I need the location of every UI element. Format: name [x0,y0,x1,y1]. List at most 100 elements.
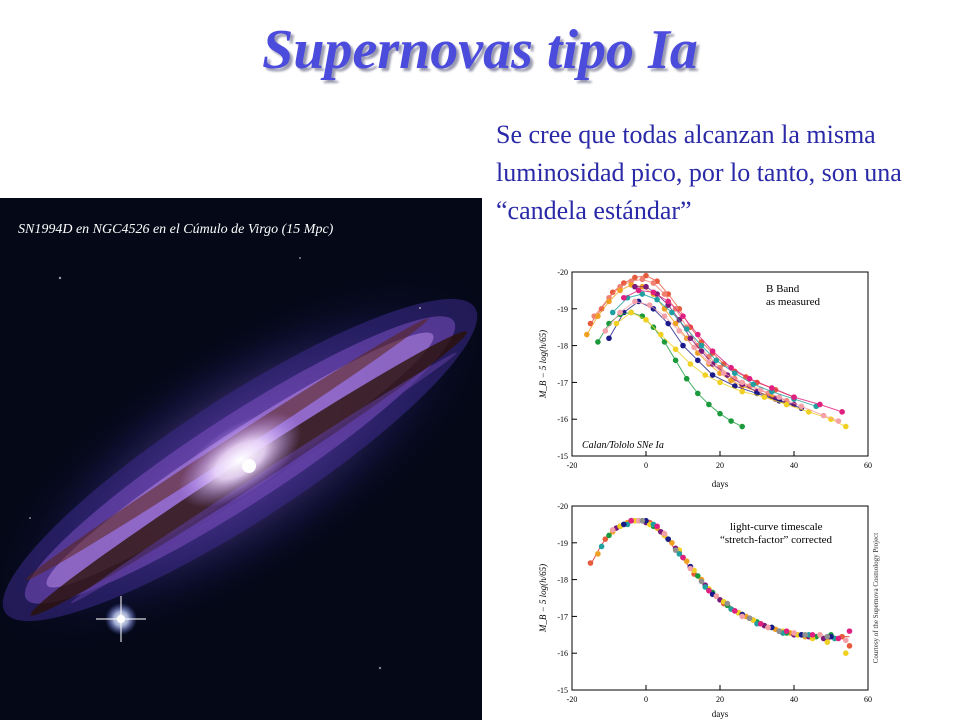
data-point [791,394,797,400]
data-point [728,377,734,384]
data-point [757,386,764,393]
data-point [698,348,705,354]
data-point [687,335,694,342]
data-point [606,335,612,342]
data-point [661,530,668,537]
data-point [602,328,609,334]
data-point [609,309,616,316]
credit-text: Courtesy of the Supernova Cosmology Proj… [872,533,880,664]
data-point [843,637,849,644]
plot-bottom-annotation-line1: light-curve timescale [730,521,823,533]
data-point [761,394,768,400]
x-tick-label: 0 [644,461,648,470]
data-point [728,418,734,424]
data-point [824,639,831,645]
data-point [680,554,686,561]
y-tick-label: -15 [557,452,568,461]
data-point [791,630,797,636]
data-point [691,344,697,351]
plot-top-footer-label: Calan/Tololo SNe Ia [582,440,664,451]
y-tick-label: -19 [557,539,568,548]
plot-top-annotation-line2: as measured [766,296,821,308]
data-point [695,331,701,338]
galaxy-illustration [0,198,482,720]
data-point [713,357,720,364]
data-point [728,364,734,371]
data-point [650,280,657,286]
data-point [713,593,720,599]
data-point [695,390,701,397]
data-point [602,536,609,542]
data-point [683,326,690,332]
data-point [835,635,842,642]
x-tick-label: 60 [864,695,872,704]
data-point [687,565,694,572]
data-point [665,320,671,327]
plot-top-y-label: M_B − 5 log(h/65) [538,330,548,399]
data-point [609,527,616,533]
plot-bottom-x-label: days [712,709,729,719]
plot-bottom-y-label: M_B − 5 log(h/65) [538,564,548,633]
data-point [746,615,753,622]
x-tick-label: 60 [864,461,872,470]
data-point [843,423,849,430]
data-point [683,375,690,382]
data-point [665,536,671,542]
data-point [621,294,627,301]
data-point [654,523,660,530]
data-point [739,379,745,386]
data-point [650,289,657,296]
x-tick-label: 40 [790,695,798,704]
data-point [598,543,605,550]
data-point [621,521,627,528]
data-point [669,309,675,316]
data-point [680,313,686,319]
x-tick-label: 40 [790,461,798,470]
data-point [635,287,642,294]
x-tick-label: -20 [567,695,578,704]
data-point [706,401,712,408]
data-point [769,385,775,391]
data-point [783,401,790,408]
data-point [846,643,853,649]
data-point [732,370,738,376]
plot-top-x-label: days [712,479,729,489]
y-tick-label: -18 [557,342,568,351]
data-point [695,357,701,364]
x-tick-label: 20 [716,461,724,470]
data-point [617,309,623,316]
data-point [717,379,723,386]
data-point [702,372,708,378]
plot-bottom: -20 0 20 40 60 -20 -19 -18 -17 -16 -15 light-curve… [538,502,872,719]
data-point [750,381,757,388]
data-point [757,620,764,627]
data-point [669,540,675,546]
data-point [765,624,771,631]
data-point [595,313,601,319]
data-point [717,410,723,417]
intro-text: Se cree que todas alcanzan la misma lumi… [496,120,902,225]
data-point [672,547,679,553]
data-point [665,298,671,305]
data-point [639,517,646,524]
series-line [616,311,847,428]
data-point [672,357,679,364]
data-point [809,632,816,638]
data-point [739,388,745,395]
data-point [661,291,668,297]
data-point [706,359,712,365]
data-point [802,632,808,638]
data-point [643,317,649,323]
y-tick-label: -17 [557,612,568,621]
data-point [702,584,708,590]
y-tick-label: -15 [557,686,568,695]
data-point [695,573,701,579]
data-point [639,291,646,297]
galaxy-caption: SN1994D en NGC4526 en el Cúmulo de Virgo… [18,222,334,237]
data-point [617,287,623,294]
data-point [698,578,705,585]
data-point [783,628,790,634]
data-point [584,331,590,338]
data-point [632,298,638,305]
data-point [680,342,686,349]
